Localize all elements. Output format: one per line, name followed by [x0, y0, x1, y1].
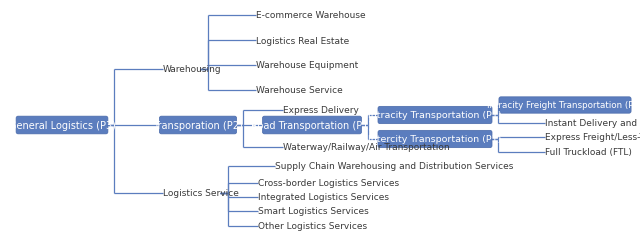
Text: Warehouse Service: Warehouse Service [256, 86, 343, 95]
Text: Logistics Real Estate: Logistics Real Estate [256, 36, 349, 45]
FancyBboxPatch shape [16, 117, 108, 134]
Text: Warehouse Equipment: Warehouse Equipment [256, 61, 358, 70]
Text: Transporation (P2): Transporation (P2) [153, 120, 243, 130]
Text: Supply Chain Warehousing and Distribution Services: Supply Chain Warehousing and Distributio… [275, 162, 513, 171]
Text: Smart Logistics Services: Smart Logistics Services [258, 207, 369, 216]
Text: Cross-border Logistics Services: Cross-border Logistics Services [258, 179, 399, 188]
Text: Intercity Transportation (P1): Intercity Transportation (P1) [368, 135, 502, 144]
Text: Intracity Freight Transportation (P0): Intracity Freight Transportation (P0) [487, 101, 640, 110]
FancyBboxPatch shape [159, 117, 237, 134]
Text: E-commerce Warehouse: E-commerce Warehouse [256, 12, 365, 20]
FancyBboxPatch shape [378, 131, 492, 148]
Text: Road Transportation (P1): Road Transportation (P1) [252, 120, 372, 130]
Text: Warehousing: Warehousing [163, 65, 221, 74]
Text: Express Delivery: Express Delivery [283, 106, 359, 115]
Text: Full Truckload (FTL): Full Truckload (FTL) [545, 148, 632, 157]
Text: Integrated Logistics Services: Integrated Logistics Services [258, 193, 389, 202]
Text: Intracity Transportation (P1): Intracity Transportation (P1) [368, 111, 502, 120]
Text: Other Logistics Services: Other Logistics Services [258, 222, 367, 230]
FancyBboxPatch shape [499, 98, 631, 114]
Text: Instant Delivery and Others: Instant Delivery and Others [545, 119, 640, 128]
Text: Logistics Service: Logistics Service [163, 189, 239, 198]
Text: General Logistics (P3): General Logistics (P3) [8, 120, 115, 130]
Text: Express Freight/Less-Than-Load (LTL): Express Freight/Less-Than-Load (LTL) [545, 133, 640, 142]
FancyBboxPatch shape [262, 117, 362, 134]
FancyBboxPatch shape [378, 107, 492, 124]
Text: Waterway/Railway/Air Transportation: Waterway/Railway/Air Transportation [283, 143, 450, 152]
